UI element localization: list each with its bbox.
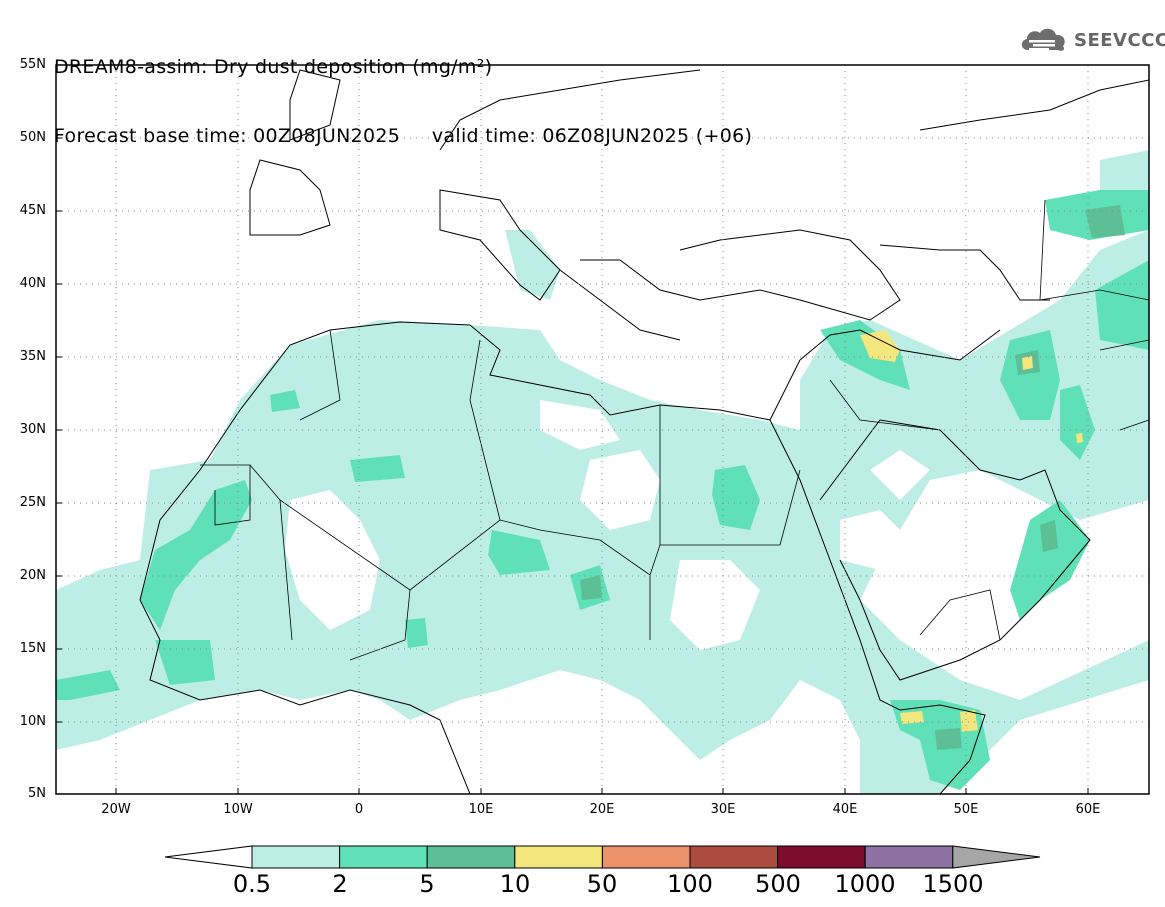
colorbar [164, 845, 1041, 869]
lat-label-15n: 15N [19, 641, 46, 656]
colorbar-label-1000: 1000 [834, 870, 896, 898]
colorbar-bin-3 [426, 845, 516, 869]
title-line1: DREAM8-assim: Dry dust deposition (mg/m²… [54, 56, 493, 78]
colorbar-label-1500: 1500 [922, 870, 984, 898]
dust-fields [56, 150, 1149, 794]
coastlines [139, 69, 1149, 794]
lon-label-40e: 40E [832, 802, 858, 817]
lon-label-50e: 50E [953, 802, 979, 817]
lon-label-10e: 10E [468, 802, 494, 817]
colorbar-label-2: 2 [332, 870, 348, 898]
colorbar-under-arrow [164, 845, 253, 869]
lon-label-60e: 60E [1075, 802, 1101, 817]
lon-label-30e: 30E [710, 802, 736, 817]
colorbar-over-arrow [952, 845, 1041, 869]
lat-label-20n: 20N [19, 568, 46, 583]
colorbar-bin-1 [251, 845, 341, 869]
lon-label-20e: 20E [589, 802, 615, 817]
lat-label-35n: 35N [19, 349, 46, 364]
lat-label-10n: 10N [19, 714, 46, 729]
colorbar-bin-6 [689, 845, 779, 869]
colorbar-label-100: 100 [667, 870, 713, 898]
lon-label-20w: 20W [101, 802, 131, 817]
colorbar-label-10: 10 [499, 870, 531, 898]
logo-text: SEEVCCC [1074, 29, 1165, 51]
borders [200, 199, 1149, 661]
gridlines [56, 65, 1149, 794]
lat-label-55n: 55N [19, 57, 46, 72]
lat-label-5n: 5N [28, 786, 46, 801]
colorbar-bin-7 [777, 845, 866, 869]
lon-label-0: 0 [354, 802, 364, 817]
lat-label-40n: 40N [19, 276, 46, 291]
colorbar-label-50: 50 [586, 870, 618, 898]
axis-ticks [56, 64, 1089, 795]
lat-label-30n: 30N [19, 422, 46, 437]
lat-label-45n: 45N [19, 203, 46, 218]
lat-label-25n: 25N [19, 495, 46, 510]
lon-label-10w: 10W [223, 802, 253, 817]
colorbar-bin-5 [601, 845, 691, 869]
seevccc-logo: SEEVCCC [1018, 26, 1165, 54]
colorbar-bin-4 [514, 845, 603, 869]
colorbar-label-500: 500 [755, 870, 801, 898]
lat-label-50n: 50N [19, 130, 46, 145]
colorbar-bin-2 [339, 845, 428, 869]
colorbar-label-0-5: 0.5 [232, 870, 272, 898]
cloud-icon [1021, 28, 1065, 51]
colorbar-bin-8 [864, 845, 954, 869]
colorbar-label-5: 5 [419, 870, 435, 898]
